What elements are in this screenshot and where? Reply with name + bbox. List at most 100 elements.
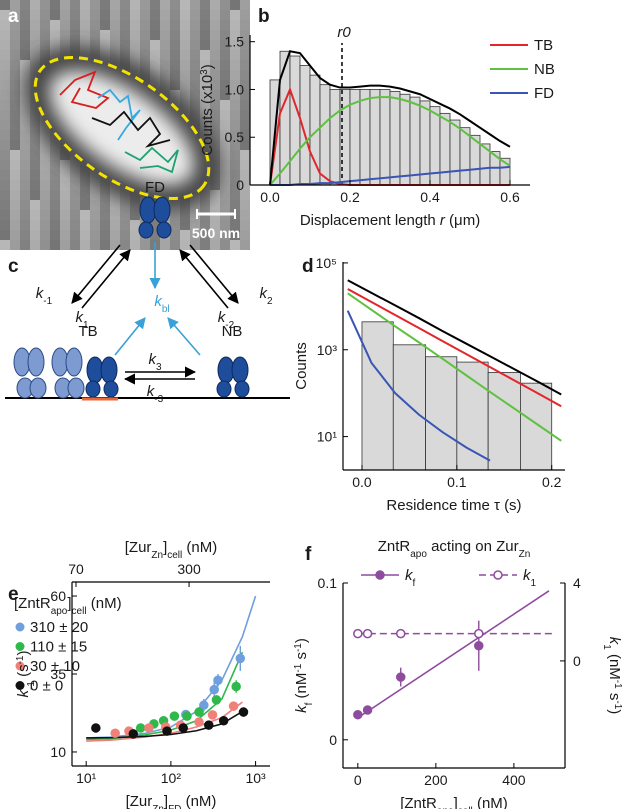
pixel [140,10,150,20]
point [204,720,214,730]
fit-line [357,590,550,719]
pixel [190,20,200,30]
pixel [10,50,20,60]
text-part: k [523,567,532,584]
pixel [210,90,220,100]
pixel [60,200,70,210]
text-part: acting on Zur [427,538,519,555]
pixel [240,230,250,240]
pixel [210,70,220,80]
pixel [170,240,180,250]
pixel [240,210,250,220]
y2-tick-label: 0 [573,653,581,669]
curve [269,96,511,186]
pixel [40,240,50,250]
point [395,672,406,682]
pixel [0,150,10,160]
pixel [0,210,10,220]
pixel [240,140,250,150]
rate-arrows [71,244,239,385]
curve [347,279,562,396]
legend-label: k1 [523,567,537,589]
pixel [130,10,140,20]
y-tick-label: 10³ [317,342,338,358]
pixel [30,130,40,140]
pixel [220,80,230,90]
text-part: Zn [151,550,163,561]
text-part: s [293,652,310,664]
pixel [110,20,120,30]
state-label: NB [222,323,243,340]
pixel [230,40,240,50]
pixel [80,230,90,240]
pixel [220,120,230,130]
pixel [220,20,230,30]
legend-label: 30 ± 10 [30,658,80,675]
histogram-bar [425,356,458,471]
text-part: k [259,285,268,302]
pixel [10,30,20,40]
pixel [120,10,130,20]
pixel [40,230,50,240]
pixel [240,80,250,90]
pixel [230,110,240,120]
pixel [240,40,250,50]
pixel [30,210,40,220]
pixel [10,100,20,110]
text-part: cell [167,550,182,561]
pixel [20,120,30,130]
trajectory [97,88,141,141]
pixel [130,50,140,60]
pixel [90,220,100,230]
pixel [180,0,190,10]
pixel [190,60,200,70]
y2-axis-label: k1 (nM-1 s-1) [602,637,624,715]
pixel [230,130,240,140]
pixel [20,210,30,220]
point [228,701,239,711]
curve [346,310,491,462]
chart-title: ZntRapo acting on ZurZn [378,538,531,560]
pixel [160,240,170,250]
text-part: f [413,578,416,589]
pixel [20,220,30,230]
y-tick-label: 1.5 [225,34,245,50]
pixel [210,60,220,70]
pixel [10,0,20,10]
point [194,717,204,727]
trajectory [124,146,179,174]
pixel [210,50,220,60]
pixel [30,150,40,160]
pixel [90,0,100,10]
pixel [240,90,250,100]
text-part: ) [293,638,310,643]
text-part: k [154,293,163,310]
annotation: r0 [337,24,351,41]
text-part: ) [15,651,32,656]
pixel [40,30,50,40]
pixel [90,20,100,30]
pixel [20,10,30,20]
pixel [0,0,10,10]
pixel [130,220,140,230]
pixel [220,130,230,140]
text-part: ] [163,539,167,556]
pixel [0,30,10,40]
pixel [150,50,160,60]
y-tick-label: 1.0 [225,81,245,97]
pixel [230,100,240,110]
text-part: [ZntR [400,795,437,809]
state-label: TB [78,323,97,340]
pixel [50,180,60,190]
pixel [90,40,100,50]
pixel [150,0,160,10]
pixel [100,210,110,220]
pixel [150,70,160,80]
text-part: ) [199,64,216,69]
pixel [50,170,60,180]
text-part: apo [51,606,68,617]
pixel [150,20,160,30]
pixel [10,60,20,70]
point [194,707,204,717]
pixel [90,240,100,250]
